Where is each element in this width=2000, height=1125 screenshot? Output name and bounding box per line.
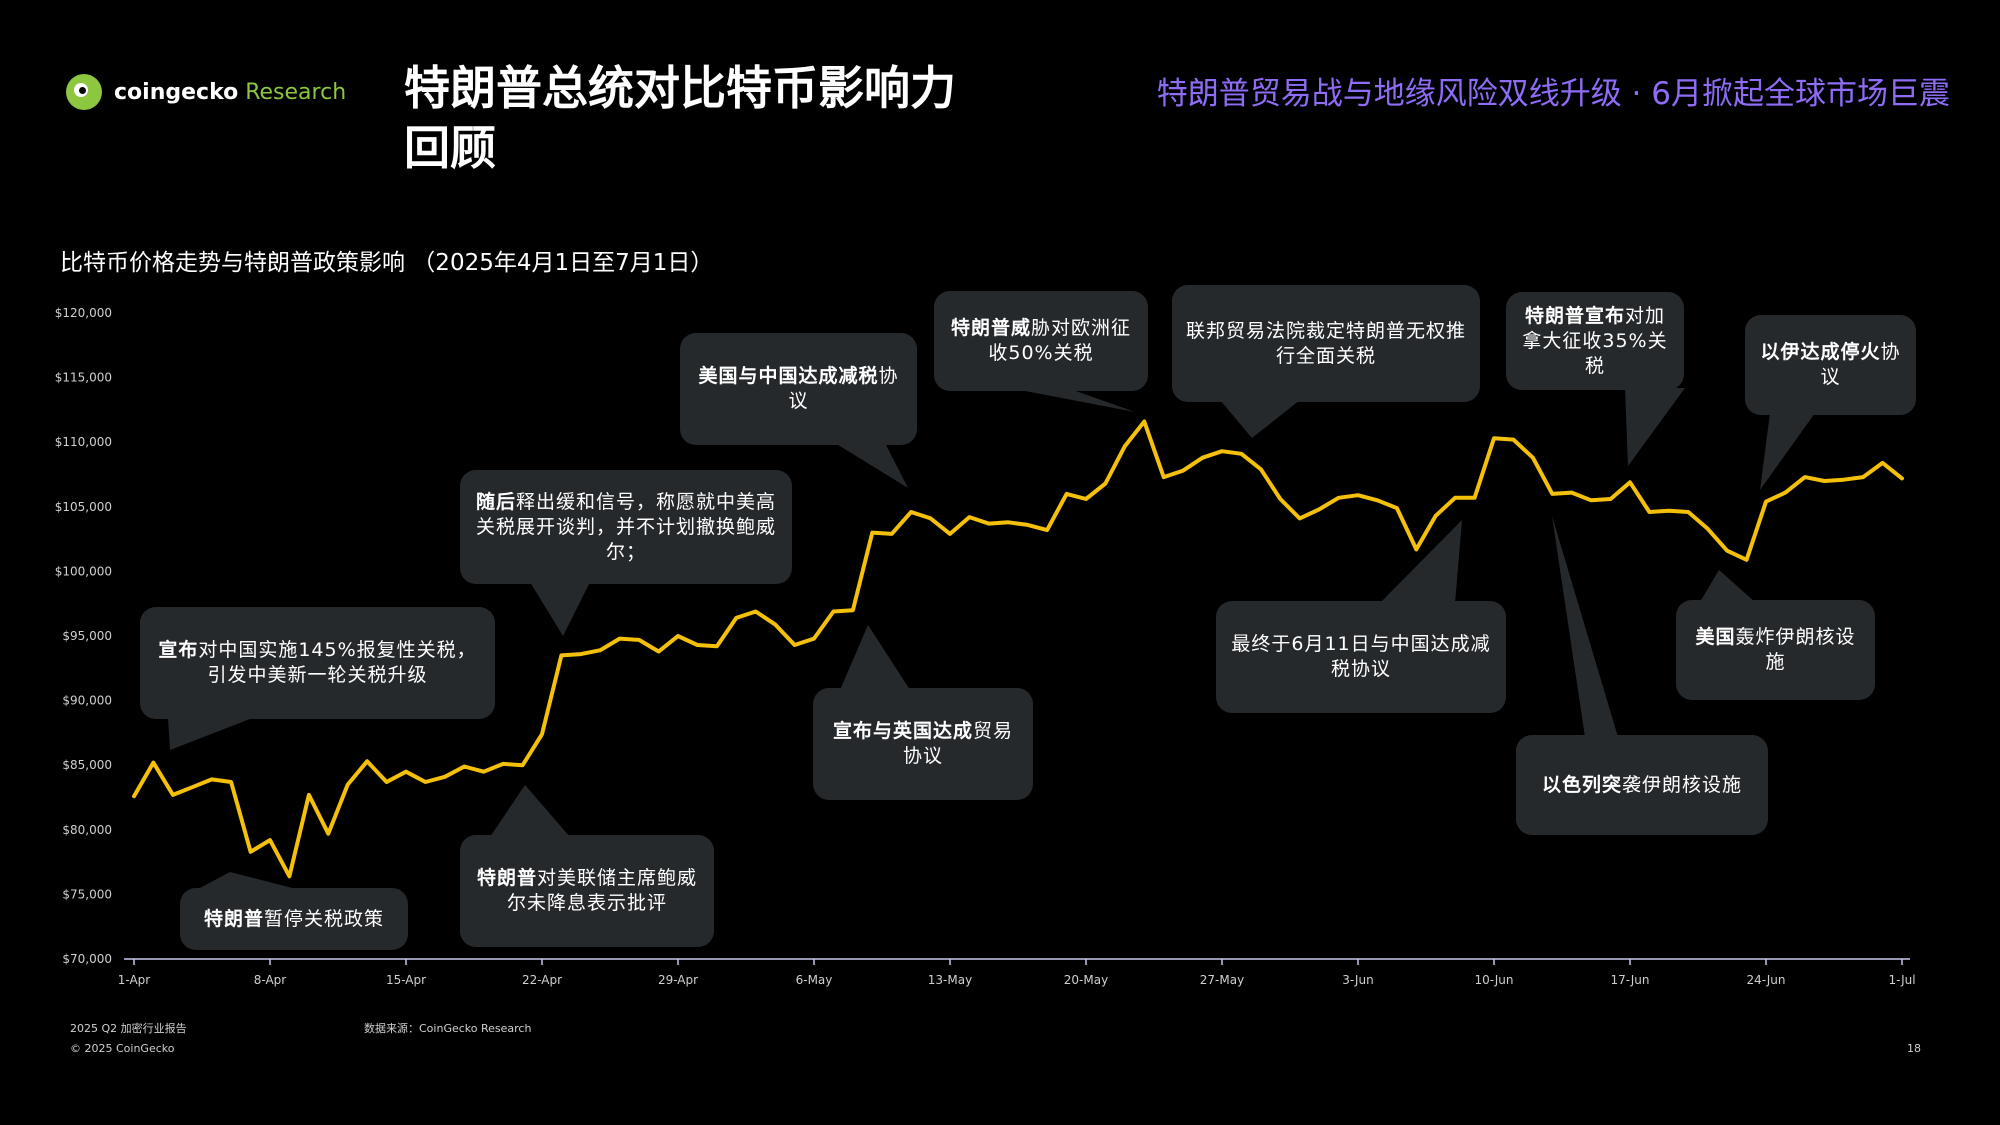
- x-tick-label: 1-Apr: [118, 973, 151, 987]
- btc-price-line: [132, 419, 1904, 879]
- annotation-callout: 特朗普对美联储主席鲍威尔未降息表示批评: [460, 835, 714, 947]
- callout-pointer: [490, 785, 570, 837]
- callout-text: 协议: [788, 365, 899, 412]
- x-tick-label: 24-Jun: [1746, 973, 1785, 987]
- page-number: 18: [1907, 1042, 1921, 1055]
- brand-logo: coingecko Research: [66, 74, 346, 110]
- x-tick-label: 15-Apr: [386, 973, 426, 987]
- callout-pointer: [1625, 388, 1685, 466]
- callout-text: 对美联储主席鲍威尔未降息表示批评: [506, 867, 698, 914]
- callout-text: 协议: [1820, 341, 1901, 388]
- annotation-callout: 最终于6月11日与中国达成减税协议: [1216, 601, 1506, 713]
- y-tick-label: $110,000: [55, 435, 112, 449]
- annotation-callout: 联邦贸易法院裁定特朗普无权推行全面关税: [1172, 285, 1480, 402]
- callout-pointer: [1700, 570, 1755, 602]
- annotation-callout: 以伊达成停火协议: [1745, 315, 1916, 415]
- gecko-logo-icon: [66, 74, 102, 110]
- annotation-callout: 随后释出缓和信号，称愿就中美高关税展开谈判，并不计划撤换鲍威尔；: [460, 470, 792, 584]
- x-tick-label: 20-May: [1064, 973, 1108, 987]
- y-tick-label: $75,000: [62, 887, 112, 901]
- callout-pointer: [835, 443, 908, 488]
- callout-bold-text: 以色列突: [1541, 773, 1622, 796]
- x-tick-label: 1-Jul: [1888, 973, 1915, 987]
- annotation-callout: 宣布与英国达成贸易协议: [813, 688, 1033, 800]
- y-tick-label: $120,000: [55, 306, 112, 320]
- callout-bold-text: 特朗普: [476, 867, 537, 889]
- annotation-callout: 以色列突袭伊朗核设施: [1516, 735, 1768, 835]
- x-tick-label: 13-May: [928, 973, 972, 987]
- callout-bold-text: 随后: [475, 490, 516, 513]
- callout-pointer: [1015, 389, 1135, 412]
- footer-source: 数据来源：CoinGecko Research: [364, 1022, 532, 1035]
- callout-text: 联邦贸易法院裁定特朗普无权推行全面关税: [1186, 319, 1467, 367]
- callout-text: 对加拿大征收35%关税: [1522, 304, 1668, 377]
- callout-pointer: [196, 872, 300, 890]
- callout-pointer: [168, 717, 255, 750]
- annotation-callout: 宣布对中国实施145%报复性关税，引发中美新一轮关税升级: [140, 607, 495, 719]
- annotation-callout: 特朗普宣布对加拿大征收35%关税: [1506, 292, 1684, 390]
- callout-bold-text: 特朗普宣布: [1524, 304, 1625, 327]
- callout-bold-text: 宣布: [158, 639, 199, 661]
- footer-report: 2025 Q2 加密行业报告: [70, 1022, 187, 1035]
- callout-text: 贸易协议: [902, 720, 1014, 767]
- x-tick-label: 29-Apr: [658, 973, 698, 987]
- x-tick-label: 10-Jun: [1474, 973, 1513, 987]
- y-tick-label: $85,000: [62, 758, 112, 772]
- annotation-callout: 美国与中国达成减税协议: [680, 333, 917, 445]
- callout-pointer: [1760, 413, 1815, 490]
- x-tick-label: 3-Jun: [1342, 973, 1373, 987]
- callout-pointer: [1220, 400, 1300, 438]
- callout-text: 胁对欧洲征收50%关税: [988, 317, 1132, 364]
- footer-copyright: © 2025 CoinGecko: [70, 1042, 175, 1055]
- callout-bold-text: 以伊达成停火: [1760, 341, 1881, 363]
- callout-text: 对中国实施145%报复性关税，引发中美新一轮关税升级: [198, 639, 477, 686]
- x-tick-label: 6-May: [796, 973, 833, 987]
- x-tick-label: 17-Jun: [1610, 973, 1649, 987]
- y-tick-label: $90,000: [62, 694, 112, 708]
- annotation-callout: 特朗普威胁对欧洲征收50%关税: [934, 291, 1148, 391]
- page-title: 特朗普总统对比特币影响力回顾: [404, 61, 956, 175]
- annotation-callout: 特朗普暂停关税政策: [180, 888, 408, 950]
- annotation-callout: 美国轰炸伊朗核设施: [1676, 600, 1875, 700]
- callout-bold-text: 特朗普威: [950, 317, 1031, 339]
- callout-text: 释出缓和信号，称愿就中美高关税展开谈判，并不计划撤换鲍威尔；: [475, 490, 777, 563]
- callout-text: 轰炸伊朗核设施: [1735, 626, 1856, 673]
- y-tick-label: $95,000: [62, 629, 112, 643]
- callout-pointer: [530, 582, 590, 636]
- brand-name: coingecko Research: [114, 79, 347, 105]
- page-subtitle: 特朗普贸易战与地缘风险双线升级 · 6月掀起全球市场巨震: [1156, 76, 1950, 112]
- x-tick-label: 8-Apr: [254, 973, 287, 987]
- x-tick-label: 22-Apr: [522, 973, 562, 987]
- chart-title: 比特币价格走势与特朗普政策影响 （2025年4月1日至7月1日）: [60, 250, 714, 276]
- callout-bold-text: 美国与中国达成减税: [698, 365, 879, 387]
- callout-text: 暂停关税政策: [264, 907, 385, 930]
- callout-pointer: [1380, 520, 1462, 603]
- y-tick-label: $80,000: [62, 823, 112, 837]
- callout-bold-text: 美国: [1695, 626, 1736, 648]
- y-tick-label: $105,000: [55, 500, 112, 514]
- callout-text: 最终于6月11日与中国达成减税协议: [1231, 633, 1491, 680]
- x-tick-label: 27-May: [1200, 973, 1244, 987]
- y-tick-label: $115,000: [55, 371, 112, 385]
- y-tick-label: $70,000: [62, 952, 112, 966]
- callout-pointer: [840, 625, 910, 690]
- callout-text: 袭伊朗核设施: [1622, 773, 1743, 796]
- callout-bold-text: 特朗普: [203, 907, 264, 930]
- callout-bold-text: 宣布与英国达成: [832, 720, 973, 742]
- y-tick-label: $100,000: [55, 564, 112, 578]
- callout-pointer: [1552, 516, 1618, 737]
